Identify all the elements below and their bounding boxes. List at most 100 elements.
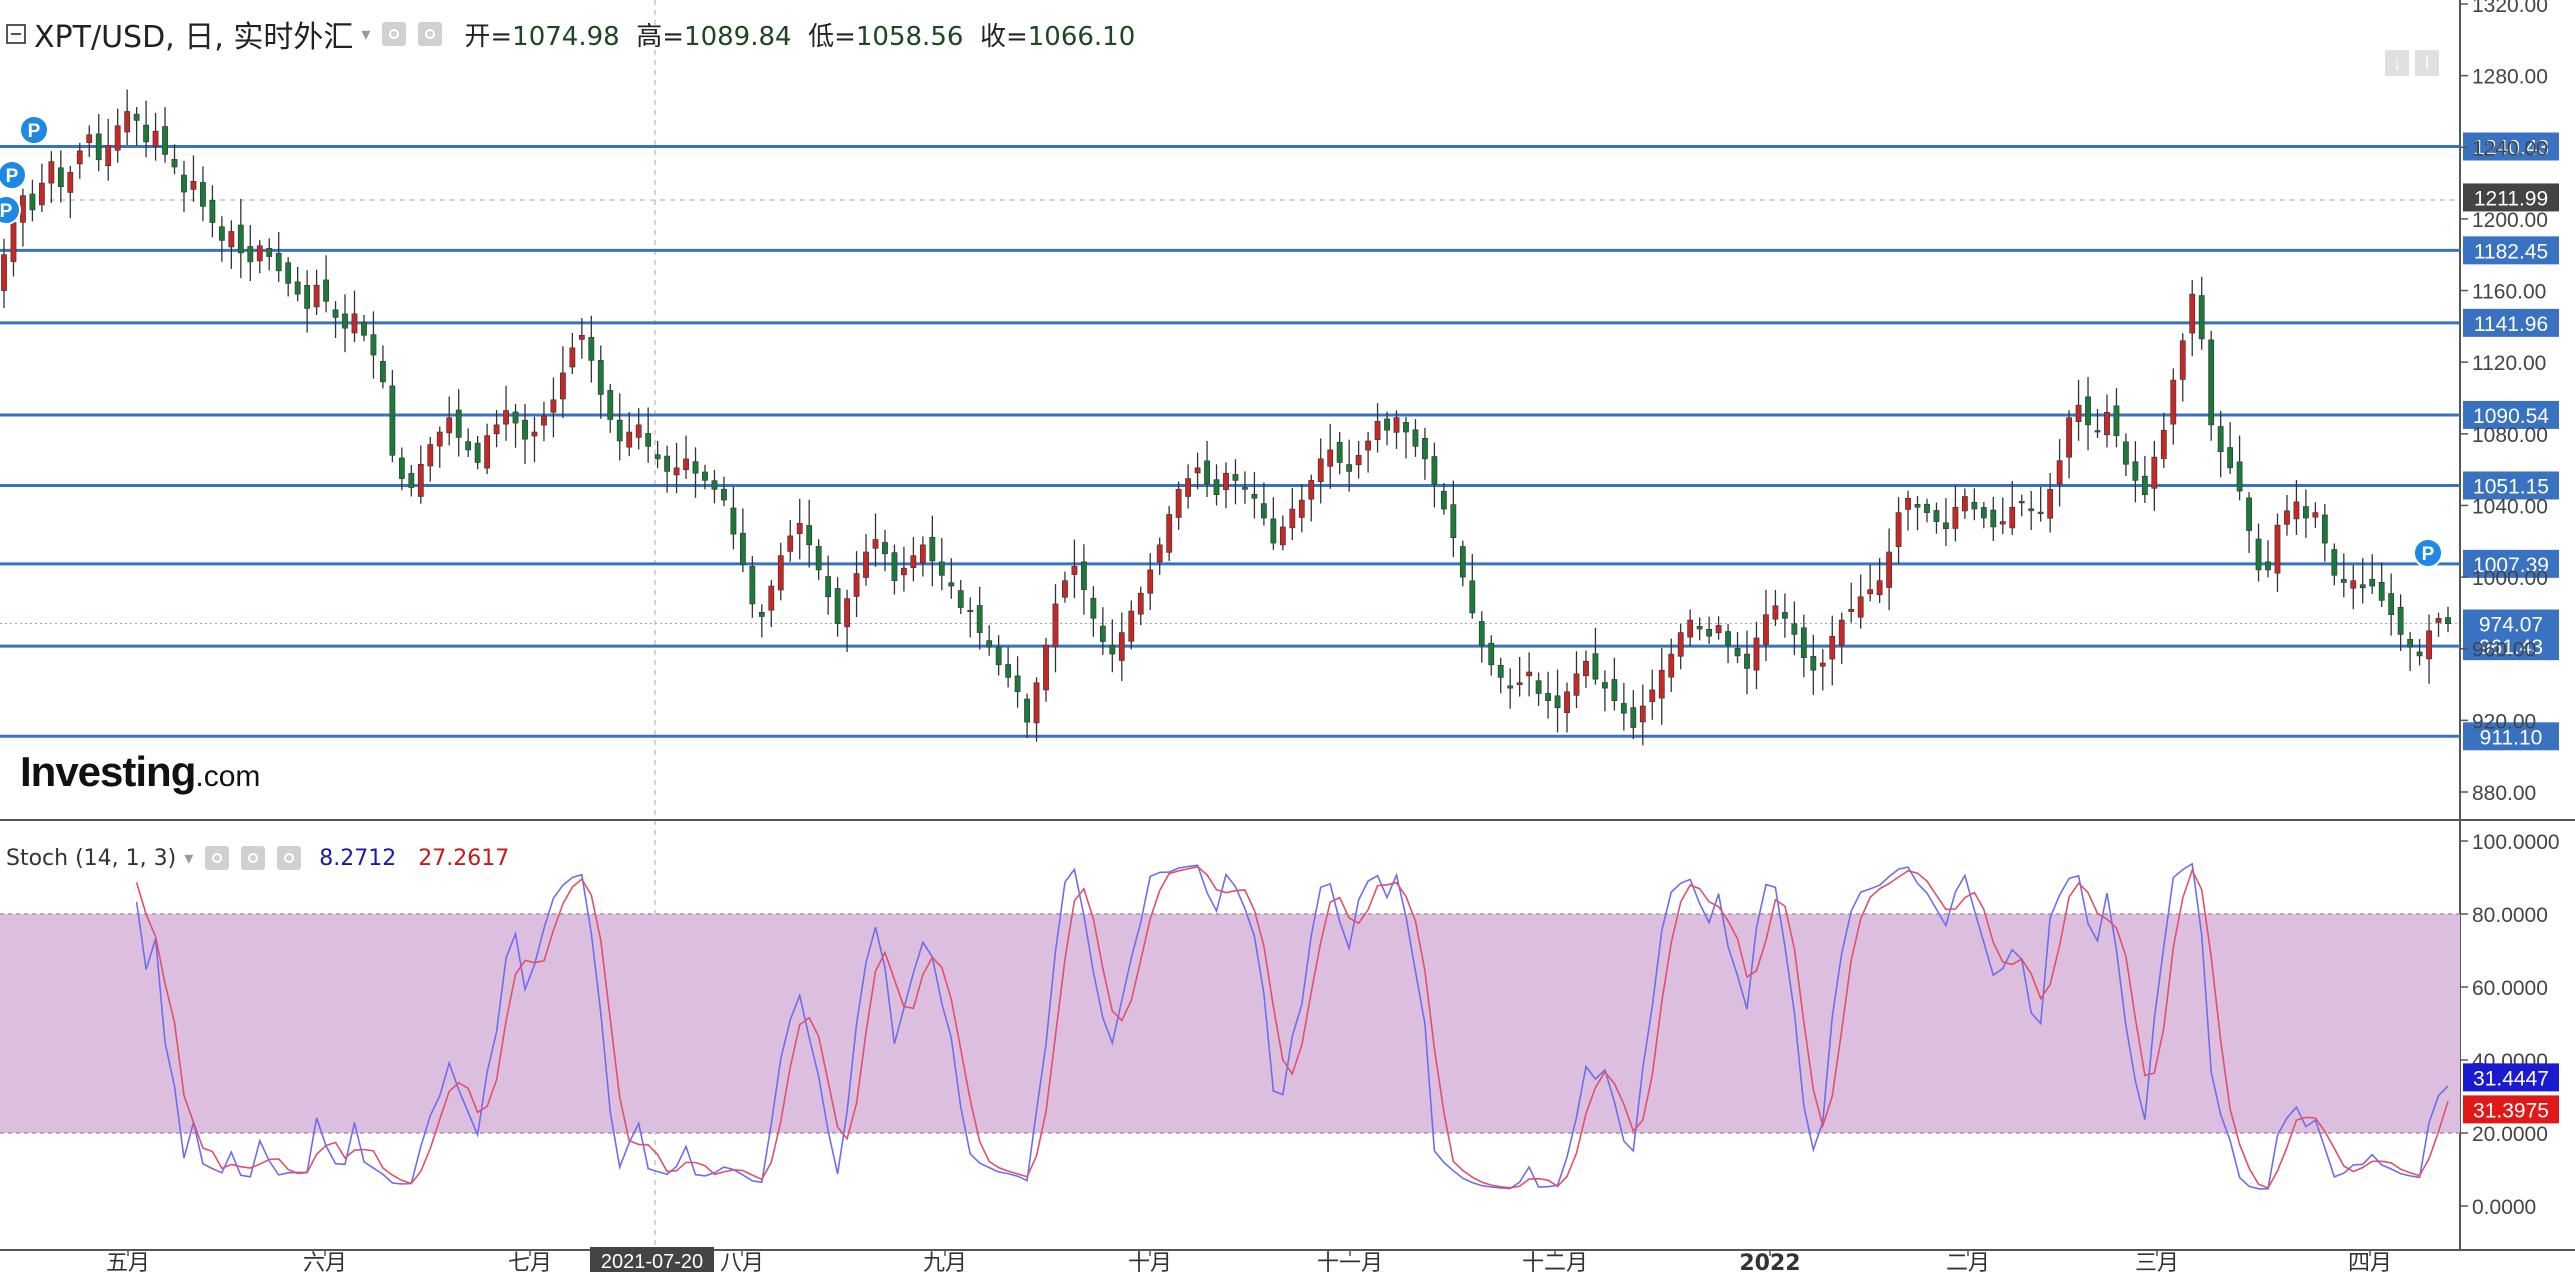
candle-body bbox=[2236, 461, 2243, 492]
candle-body bbox=[645, 433, 652, 447]
horizontal-levels[interactable]: 1240.43 1182.45 1141.96 1090.54 1051.15 1007.… bbox=[0, 132, 2559, 751]
candle-body bbox=[891, 552, 898, 581]
candle-body bbox=[569, 347, 576, 368]
candle-body bbox=[57, 167, 64, 187]
y-tick-label: 1320.00 bbox=[2472, 0, 2548, 17]
candle-body bbox=[1099, 625, 1106, 642]
candle-body bbox=[2246, 497, 2252, 531]
candle-body bbox=[266, 248, 273, 257]
candle-body bbox=[1895, 512, 1902, 547]
gear-icon[interactable] bbox=[418, 22, 443, 46]
x-tick-label: 七月 bbox=[508, 1251, 552, 1272]
candle-body bbox=[2189, 293, 2196, 334]
candle-body bbox=[1204, 460, 1210, 485]
candle-body bbox=[1497, 665, 1504, 678]
candle-body bbox=[1715, 625, 1722, 634]
candle-body bbox=[692, 461, 699, 474]
candle-body bbox=[1469, 580, 1476, 614]
candle-body bbox=[1147, 569, 1154, 594]
candle-body bbox=[427, 444, 434, 467]
candle-body bbox=[1725, 631, 1731, 646]
candle-body bbox=[1185, 478, 1192, 497]
candle-body bbox=[2416, 651, 2423, 657]
download-icon[interactable]: ↓ bbox=[2385, 50, 2409, 76]
candle-body bbox=[1384, 418, 1390, 431]
stoch-overbought-oversold-band bbox=[0, 913, 2460, 1134]
candle-body bbox=[370, 334, 377, 356]
y-tick-label: 100.0000 bbox=[2472, 831, 2560, 854]
candle-body bbox=[1052, 603, 1059, 647]
candle-body bbox=[1279, 526, 1286, 546]
candle-body bbox=[1175, 489, 1182, 518]
info-icon[interactable]: ⅰ bbox=[2415, 50, 2439, 76]
candle-body bbox=[768, 585, 775, 611]
collapse-icon[interactable] bbox=[6, 24, 26, 44]
candle-body bbox=[152, 130, 159, 147]
chevron-down-icon[interactable]: ▾ bbox=[361, 23, 371, 45]
candle-body bbox=[304, 285, 311, 309]
candle-body bbox=[948, 582, 955, 587]
level-label-bg bbox=[2463, 722, 2559, 751]
candle-body bbox=[1753, 637, 1760, 671]
candle-body bbox=[1450, 504, 1457, 538]
chevron-down-icon[interactable]: ▾ bbox=[184, 847, 194, 869]
candle-body bbox=[1943, 522, 1949, 530]
candle-body bbox=[256, 245, 263, 262]
level-label: 1051.15 bbox=[2473, 475, 2549, 498]
candle-body bbox=[389, 385, 396, 456]
visibility-icon[interactable] bbox=[205, 846, 230, 870]
candle-body bbox=[1848, 609, 1855, 612]
stoch-lines bbox=[135, 862, 2449, 1190]
candle-body bbox=[1128, 610, 1135, 642]
candle-body bbox=[1564, 691, 1570, 713]
visibility-icon[interactable] bbox=[382, 22, 407, 46]
stoch-title[interactable]: Stoch (14, 1, 3) bbox=[6, 845, 177, 871]
candle-body bbox=[1781, 612, 1788, 619]
candle-body bbox=[730, 507, 737, 535]
candle-body bbox=[531, 431, 538, 437]
candle-body bbox=[844, 598, 850, 628]
marker-p-label: P bbox=[2422, 544, 2435, 565]
candle-body bbox=[1999, 521, 2006, 525]
close-icon[interactable] bbox=[277, 846, 302, 870]
candle-body bbox=[1393, 417, 1400, 433]
level-label-bg bbox=[2463, 308, 2559, 337]
candle-body bbox=[2350, 580, 2357, 589]
x-tick-label: 五月 bbox=[106, 1251, 150, 1272]
candle-body bbox=[2056, 460, 2063, 485]
candle-body bbox=[2094, 430, 2101, 433]
candle-body bbox=[143, 124, 149, 143]
y-tick-label: 0.0000 bbox=[2472, 1196, 2536, 1219]
candle-body bbox=[1677, 632, 1684, 657]
candle-body bbox=[702, 471, 708, 481]
candle-body bbox=[1933, 510, 1940, 522]
candle-body bbox=[664, 455, 671, 472]
candle-body bbox=[10, 222, 17, 262]
candle-body bbox=[67, 172, 74, 193]
symbol-title[interactable]: XPT/USD, 日, 实时外汇 bbox=[34, 20, 354, 55]
marker-p-label: P bbox=[0, 201, 13, 222]
ohlc-readout: 开=1074.98 高=1089.84 低=1058.56 收=1066.10 bbox=[464, 16, 1135, 53]
candle-body bbox=[1308, 480, 1315, 500]
y-tick-label: 80.0000 bbox=[2472, 904, 2548, 927]
candle-body bbox=[1317, 458, 1324, 482]
candle-body bbox=[361, 321, 367, 336]
gear-icon[interactable] bbox=[241, 846, 266, 870]
candle-body bbox=[1620, 703, 1627, 714]
candle-body bbox=[2312, 512, 2319, 518]
candle-body bbox=[683, 458, 689, 471]
candle-body bbox=[380, 361, 386, 383]
candle-body bbox=[1772, 605, 1779, 620]
candle-body bbox=[181, 174, 187, 193]
candle-body bbox=[910, 555, 917, 568]
candle-body bbox=[2208, 339, 2215, 426]
candle-body bbox=[635, 424, 642, 438]
y-tick-label: 920.00 bbox=[2472, 710, 2536, 733]
candle-body bbox=[351, 313, 358, 334]
candle-body bbox=[1611, 679, 1618, 701]
candle-body bbox=[1838, 619, 1845, 646]
candle-body bbox=[1639, 705, 1646, 723]
candle-body bbox=[1867, 589, 1874, 595]
